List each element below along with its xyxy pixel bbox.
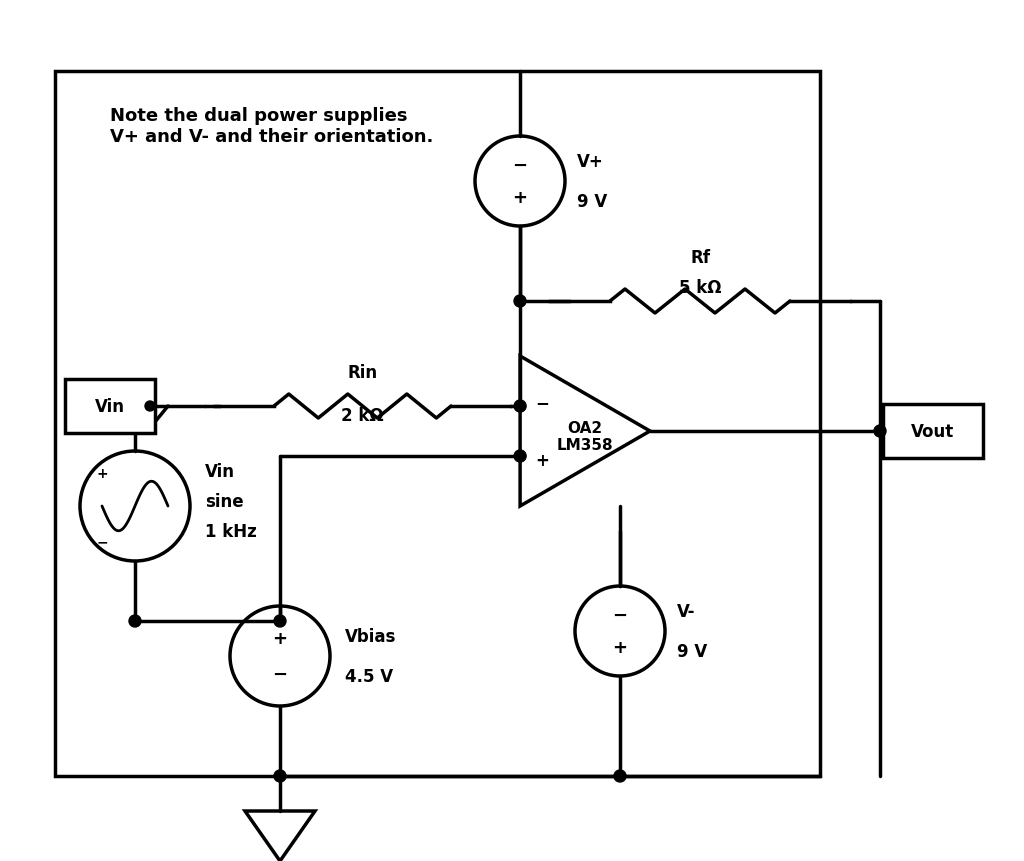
Circle shape — [274, 770, 286, 782]
Text: −: − — [536, 393, 549, 412]
Text: +: + — [96, 467, 108, 480]
Text: 9 V: 9 V — [677, 642, 708, 660]
Circle shape — [145, 401, 155, 412]
Circle shape — [514, 295, 526, 307]
Text: +: + — [536, 451, 549, 469]
Text: Note the dual power supplies
V+ and V- and their orientation.: Note the dual power supplies V+ and V- a… — [110, 107, 433, 146]
Text: V+: V+ — [577, 152, 604, 170]
Text: −: − — [96, 536, 108, 549]
Circle shape — [614, 770, 626, 782]
Text: V-: V- — [677, 603, 695, 620]
Text: Vin: Vin — [205, 462, 234, 480]
Circle shape — [514, 400, 526, 412]
Text: +: + — [272, 629, 288, 647]
Circle shape — [874, 425, 886, 437]
Text: Vin: Vin — [95, 398, 125, 416]
Text: Rf: Rf — [690, 249, 710, 267]
Text: −: − — [272, 665, 288, 683]
Text: −: − — [612, 606, 628, 624]
Text: 1 kHz: 1 kHz — [205, 523, 257, 541]
Circle shape — [274, 616, 286, 628]
Text: Vbias: Vbias — [345, 628, 396, 645]
Text: 5 kΩ: 5 kΩ — [679, 279, 721, 297]
Text: sine: sine — [205, 492, 244, 511]
FancyBboxPatch shape — [883, 405, 983, 458]
Text: 2 kΩ: 2 kΩ — [341, 406, 384, 424]
Text: Rin: Rin — [347, 363, 378, 381]
FancyBboxPatch shape — [65, 380, 155, 433]
Text: +: + — [612, 638, 628, 656]
Circle shape — [514, 450, 526, 462]
Text: OA2
LM358: OA2 LM358 — [557, 420, 613, 453]
FancyBboxPatch shape — [55, 72, 820, 776]
Text: −: − — [512, 157, 527, 175]
Text: Vout: Vout — [911, 423, 954, 441]
Text: +: + — [512, 189, 527, 207]
Text: 4.5 V: 4.5 V — [345, 667, 393, 685]
Circle shape — [129, 616, 141, 628]
Text: 9 V: 9 V — [577, 193, 607, 211]
